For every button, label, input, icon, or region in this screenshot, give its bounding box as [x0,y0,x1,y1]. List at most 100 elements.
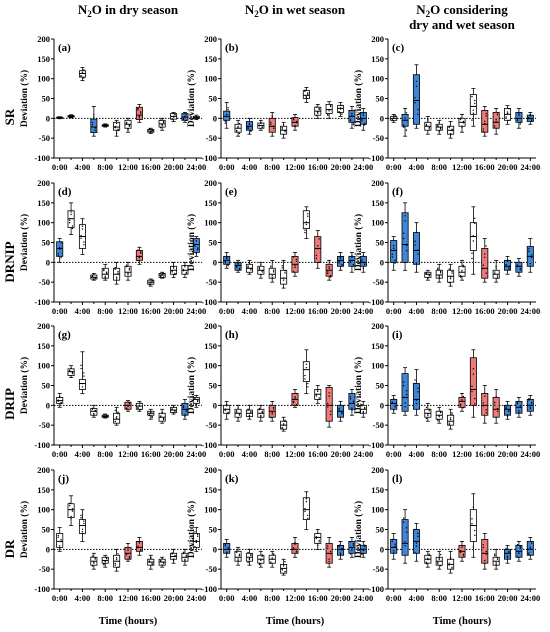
data-point [341,104,343,107]
data-point [225,257,228,260]
box-body [515,261,523,273]
y-tick-label: 100 [204,218,217,228]
y-tick-label: -100 [34,297,50,307]
y-tick-label: 150 [204,341,217,351]
box-24h [192,236,200,257]
data-point [137,107,139,110]
data-point [352,265,355,267]
data-point [495,563,497,566]
data-point [414,382,416,385]
data-point [448,282,450,284]
box-body [469,94,477,115]
data-point [462,264,465,266]
y-tick-label: 200 [37,178,50,188]
data-point [295,403,298,406]
box-body [291,542,299,554]
data-point [57,254,59,256]
data-point [93,116,95,118]
box-12h [291,252,299,277]
data-point [115,132,118,135]
data-point [270,416,272,419]
y-axis-label: Deviation (%) [353,70,364,127]
data-point [162,561,165,564]
data-point [80,75,82,78]
box-body [401,212,409,263]
panel-g: -100 -50 0 50 100 150 200 Deviation (%) 0:00 4:00… [19,321,206,459]
data-point [140,550,142,552]
data-point [461,126,463,129]
y-tick-label: 100 [37,361,50,371]
box-body [390,240,398,263]
y-tick-label: 200 [204,321,217,331]
y-tick-label: -50 [39,420,50,430]
data-point [227,548,229,550]
x-tick-label: 0:00 [386,162,402,172]
data-point [462,266,465,268]
data-point [341,411,343,413]
data-point [60,539,62,541]
data-point [317,532,319,534]
y-axis-label: Deviation (%) [19,357,30,414]
data-point [125,265,128,268]
data-point [184,558,186,560]
data-point [258,563,261,566]
data-point [349,540,352,543]
box-6h [424,402,432,422]
data-point [474,397,476,400]
data-point [425,406,428,409]
data-point [294,543,296,545]
data-point [103,268,105,271]
data-point [171,408,173,410]
data-point [349,396,352,398]
data-point [437,563,439,565]
data-point [472,373,475,375]
data-point [428,128,430,130]
data-point [238,122,241,125]
data-point [304,510,306,513]
box-14h [469,206,477,275]
y-tick-label: 150 [37,341,50,351]
data-point [428,553,430,555]
data-point [305,500,308,503]
x-tick-label: 12:00 [452,162,472,172]
box-8h [268,550,276,568]
data-point [351,409,353,411]
data-point [81,72,84,74]
x-tick-label: 16:00 [141,449,161,459]
box-10h [113,406,121,426]
y-tick-label: -100 [34,153,50,163]
data-point [485,115,487,117]
data-point [250,554,252,557]
data-point [484,562,486,565]
data-point [83,520,85,522]
data-point [182,268,185,271]
data-point [138,542,141,544]
y-tick-label: 150 [204,485,217,495]
data-point [125,407,128,409]
data-point [172,115,175,118]
panel-label: (c) [392,42,405,54]
data-point [364,544,366,546]
data-point [519,546,522,548]
data-point [495,395,497,398]
data-point [516,119,519,122]
box-14h [302,491,310,530]
box-24h [192,527,200,552]
data-point [414,528,416,531]
data-point [518,410,520,412]
y-axis-label: Deviation (%) [186,357,197,414]
data-point [160,126,162,129]
data-point [151,279,153,282]
data-point [394,404,396,407]
data-point [70,515,72,518]
y-tick-label: 0 [213,113,217,123]
box-22h [515,396,523,418]
box-10h [447,263,455,287]
y-tick-label: 50 [42,238,51,248]
data-point [516,543,519,546]
data-point [494,401,496,404]
data-point [351,548,353,550]
data-point [235,129,238,132]
data-point [471,523,473,525]
data-point [404,540,406,543]
